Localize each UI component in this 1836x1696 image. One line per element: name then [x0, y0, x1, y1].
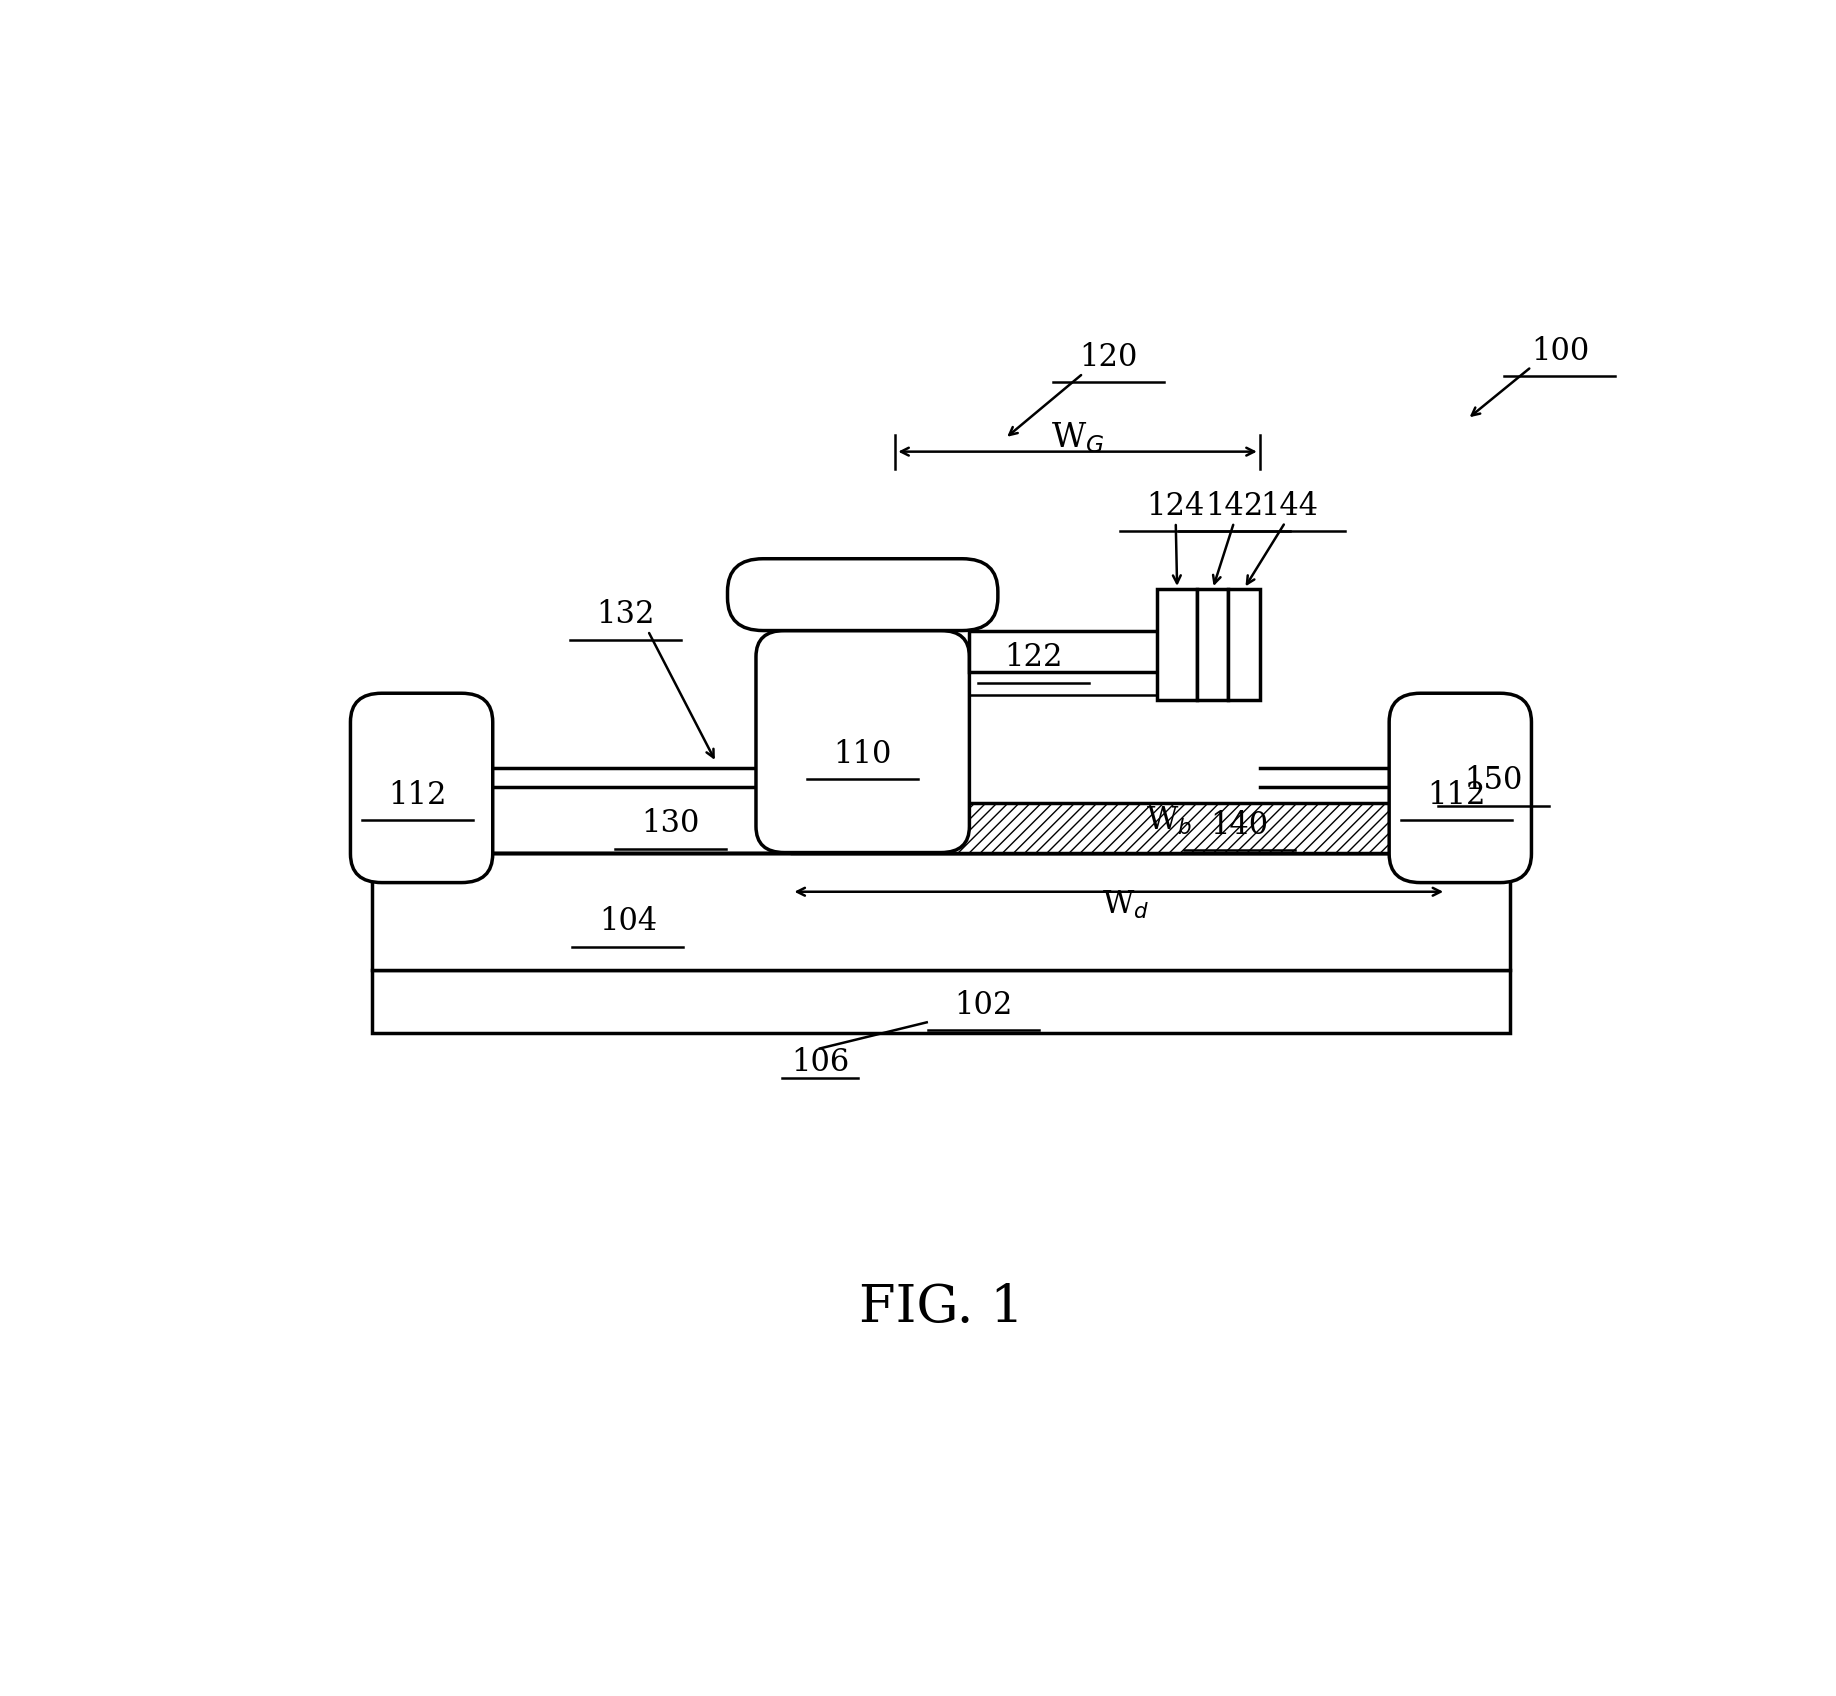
- Bar: [1157, 589, 1197, 700]
- Text: 100: 100: [1531, 336, 1588, 366]
- Bar: [1197, 589, 1228, 700]
- Text: 132: 132: [597, 599, 654, 631]
- Bar: [791, 802, 1447, 853]
- FancyBboxPatch shape: [756, 631, 969, 853]
- Text: FIG. 1: FIG. 1: [859, 1282, 1023, 1333]
- Bar: [1228, 589, 1259, 700]
- Text: 122: 122: [1004, 643, 1063, 673]
- Text: W$_G$: W$_G$: [1050, 421, 1103, 455]
- Text: 110: 110: [834, 739, 892, 770]
- Text: 102: 102: [955, 990, 1013, 1021]
- FancyBboxPatch shape: [351, 694, 492, 882]
- Text: 112: 112: [1427, 780, 1485, 811]
- Text: 150: 150: [1463, 765, 1522, 795]
- FancyBboxPatch shape: [1390, 694, 1531, 882]
- Text: 144: 144: [1261, 492, 1318, 522]
- Text: 104: 104: [599, 906, 657, 938]
- Text: W$_b$: W$_b$: [1146, 806, 1192, 838]
- FancyBboxPatch shape: [727, 558, 999, 631]
- Bar: [373, 853, 1511, 970]
- Text: 140: 140: [1210, 809, 1269, 841]
- Text: 130: 130: [641, 809, 700, 840]
- Bar: [969, 631, 1197, 672]
- Text: 124: 124: [1148, 492, 1204, 522]
- Text: 142: 142: [1204, 492, 1263, 522]
- Text: 106: 106: [791, 1048, 848, 1079]
- Text: 112: 112: [387, 780, 446, 811]
- Text: W$_d$: W$_d$: [1102, 889, 1149, 921]
- Bar: [373, 970, 1511, 1033]
- Text: 120: 120: [1080, 343, 1138, 373]
